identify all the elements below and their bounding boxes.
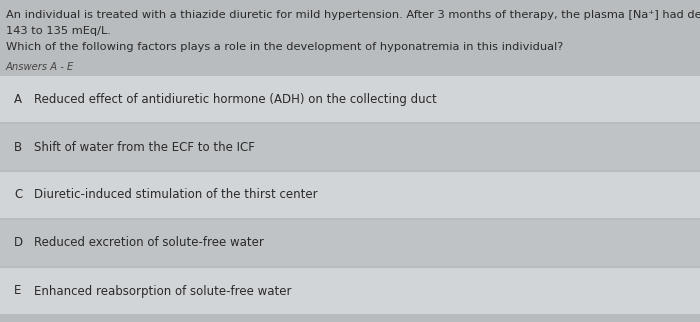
Text: Answers A - E: Answers A - E (6, 62, 74, 72)
Text: Enhanced reabsorption of solute-free water: Enhanced reabsorption of solute-free wat… (34, 285, 291, 298)
Bar (0, 76, 700, 122)
Text: E: E (14, 285, 22, 298)
Bar (0, 268, 700, 314)
Text: Reduced excretion of solute-free water: Reduced excretion of solute-free water (34, 236, 264, 250)
Text: B: B (14, 140, 22, 154)
Text: A: A (14, 92, 22, 106)
Text: 143 to 135 mEq/L.: 143 to 135 mEq/L. (6, 26, 111, 36)
Text: C: C (14, 188, 22, 202)
Text: Reduced effect of antidiuretic hormone (ADH) on the collecting duct: Reduced effect of antidiuretic hormone (… (34, 92, 437, 106)
Bar (0, 172, 700, 218)
Text: Shift of water from the ECF to the ICF: Shift of water from the ECF to the ICF (34, 140, 255, 154)
Bar (0, 220, 700, 266)
Text: D: D (14, 236, 23, 250)
Text: An individual is treated with a thiazide diuretic for mild hypertension. After 3: An individual is treated with a thiazide… (6, 10, 700, 20)
Text: Diuretic-induced stimulation of the thirst center: Diuretic-induced stimulation of the thir… (34, 188, 318, 202)
Text: Which of the following factors plays a role in the development of hyponatremia i: Which of the following factors plays a r… (6, 42, 564, 52)
Bar (0, 124, 700, 170)
